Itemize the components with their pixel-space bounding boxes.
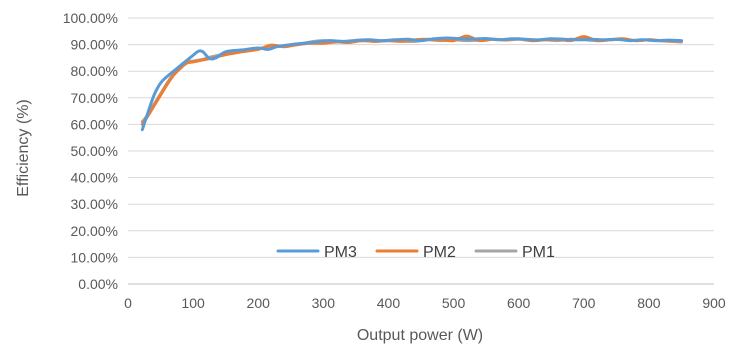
y-tick-label: 100.00% <box>63 10 118 26</box>
x-axis-title: Output power (W) <box>357 327 483 344</box>
legend: PM3 PM2 PM1 <box>276 244 555 261</box>
y-axis-title: Efficiency (%) <box>15 99 32 197</box>
x-tick-label: 100 <box>181 295 205 311</box>
y-tick-label: 60.00% <box>71 116 118 132</box>
x-tick-label: 300 <box>312 295 336 311</box>
x-tick-label: 900 <box>702 295 726 311</box>
y-tick-label: 90.00% <box>71 37 118 53</box>
y-tick-label: 10.00% <box>71 249 118 265</box>
y-tick-label: 80.00% <box>71 63 118 79</box>
legend-label-pm2: PM2 <box>423 244 456 261</box>
axes: 0.00% 10.00% 20.00% 30.00% 40.00% 50.00% 60.00… <box>63 10 726 311</box>
y-tick-label: 20.00% <box>71 223 118 239</box>
legend-label-pm3: PM3 <box>324 244 357 261</box>
y-tick-label: 0.00% <box>78 276 118 292</box>
x-tick-label: 200 <box>247 295 271 311</box>
y-tick-label: 70.00% <box>71 90 118 106</box>
x-tick-label: 700 <box>572 295 596 311</box>
series-lines <box>140 34 683 132</box>
y-tick-label: 50.00% <box>71 143 118 159</box>
x-tick-label: 500 <box>442 295 466 311</box>
x-tick-label: 800 <box>637 295 661 311</box>
x-tick-label: 400 <box>377 295 401 311</box>
y-tick-label: 30.00% <box>71 196 118 212</box>
x-tick-label: 600 <box>507 295 531 311</box>
series-line-pm2 <box>140 34 683 126</box>
y-tick-label: 40.00% <box>71 170 118 186</box>
series-line-pm3 <box>140 36 683 132</box>
legend-label-pm1: PM1 <box>522 244 555 261</box>
x-tick-label: 0 <box>124 295 132 311</box>
gridlines <box>128 17 714 258</box>
